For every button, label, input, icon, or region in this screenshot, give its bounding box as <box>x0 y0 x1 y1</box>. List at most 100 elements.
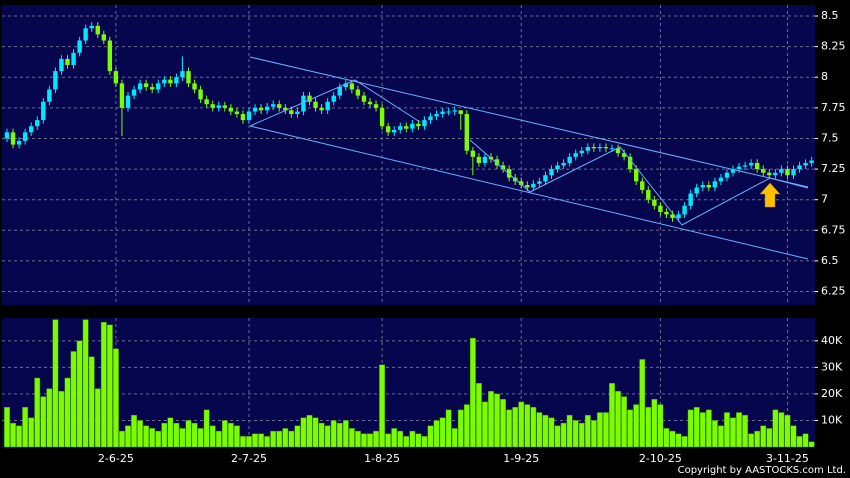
candle-body <box>22 132 28 141</box>
volume-bar <box>264 436 271 448</box>
candle-body <box>89 25 94 29</box>
volume-bar <box>233 425 240 448</box>
candle-body <box>113 71 119 84</box>
y-tick-label: 6.25 <box>821 285 846 298</box>
candle-body <box>597 147 603 149</box>
volume-bar <box>348 428 355 448</box>
volume-bar <box>318 422 325 448</box>
volume-bar <box>808 441 815 448</box>
candle-body <box>222 105 227 108</box>
candle-body <box>65 58 70 65</box>
candle-body <box>361 95 367 102</box>
volume-bar <box>270 430 277 448</box>
candle-body <box>621 153 627 157</box>
candle-body <box>131 89 137 96</box>
x-tick-label: 2-7-25 <box>231 452 267 465</box>
candle-body <box>803 162 808 166</box>
candle-body <box>555 165 560 170</box>
candle-body <box>470 150 476 157</box>
candle-body <box>35 120 40 127</box>
volume-bar <box>578 422 585 448</box>
candle-body <box>458 110 463 114</box>
candle-body <box>670 214 675 219</box>
volume-bar <box>633 404 640 448</box>
candle-body <box>246 111 252 121</box>
candle-body <box>71 52 76 65</box>
candle-body <box>125 95 131 108</box>
volume-bar <box>215 430 222 448</box>
volume-bar <box>488 391 494 448</box>
candle-body <box>494 159 500 166</box>
candle-body <box>785 169 790 176</box>
price-panel <box>2 5 815 305</box>
volume-bar <box>760 425 767 448</box>
swing-line <box>469 139 809 226</box>
volume-bar <box>439 417 446 448</box>
volume-bar <box>663 428 670 448</box>
volume-bar <box>748 433 755 448</box>
volume-bar <box>415 433 422 448</box>
candle-body <box>119 83 125 108</box>
volume-bar <box>100 322 107 448</box>
candle-body <box>101 34 106 41</box>
candle-body <box>519 181 524 185</box>
candle-body <box>295 111 300 114</box>
volume-bar <box>197 428 204 448</box>
candle-body <box>264 106 270 111</box>
candle-body <box>337 87 342 96</box>
volume-bar <box>548 417 555 448</box>
volume-bar <box>167 417 174 448</box>
volume-bar <box>506 409 513 448</box>
candle-body <box>349 83 355 90</box>
volume-bar <box>796 436 803 448</box>
y-tick-label: 7 <box>821 193 828 206</box>
volume-bar <box>609 383 615 448</box>
y-tick-label: 8.5 <box>821 9 839 22</box>
volume-bar <box>76 340 83 448</box>
volume-bar <box>179 428 186 448</box>
candle-body <box>29 126 34 133</box>
volume-bar <box>802 433 809 448</box>
y-tick-label: 6.5 <box>821 254 839 267</box>
volume-bar <box>476 383 482 448</box>
volume-bar <box>22 406 29 448</box>
volume-bar <box>34 377 41 448</box>
candle-body <box>301 95 306 112</box>
volume-bar <box>173 422 180 448</box>
swing-line <box>249 79 421 127</box>
volume-bar <box>367 433 373 448</box>
candle-body <box>289 110 294 114</box>
y-tick-label: 10K <box>821 413 843 426</box>
candle-body <box>192 83 197 90</box>
volume-bar <box>566 414 573 448</box>
candle-body <box>47 89 52 102</box>
volume-bar <box>584 414 591 448</box>
candle-body <box>258 107 264 111</box>
volume-bar <box>300 417 307 448</box>
volume-bar <box>361 433 367 448</box>
candle-body <box>549 169 554 176</box>
volume-bar <box>457 409 464 448</box>
candle-body <box>688 193 693 206</box>
candle-body <box>95 25 100 35</box>
candle-body <box>307 95 312 102</box>
volume-bar <box>554 425 561 448</box>
volume-bar <box>711 420 718 448</box>
volume-bar <box>385 433 392 448</box>
volume-bar <box>409 430 416 448</box>
volume-bar <box>52 319 59 448</box>
volume-bar <box>427 425 434 448</box>
volume-bar <box>155 430 162 448</box>
volume-bar <box>687 409 694 448</box>
candle-body <box>4 132 10 139</box>
y-tick-label: 30K <box>821 360 843 373</box>
volume-bar <box>754 430 761 448</box>
y-tick-label: 7.75 <box>821 101 846 114</box>
volume-bar <box>621 396 628 448</box>
candle-body <box>531 183 536 188</box>
volume-bar <box>524 404 531 448</box>
y-tick-label: 8.25 <box>821 40 846 53</box>
candle-body <box>761 169 766 173</box>
candle-body <box>398 126 403 130</box>
